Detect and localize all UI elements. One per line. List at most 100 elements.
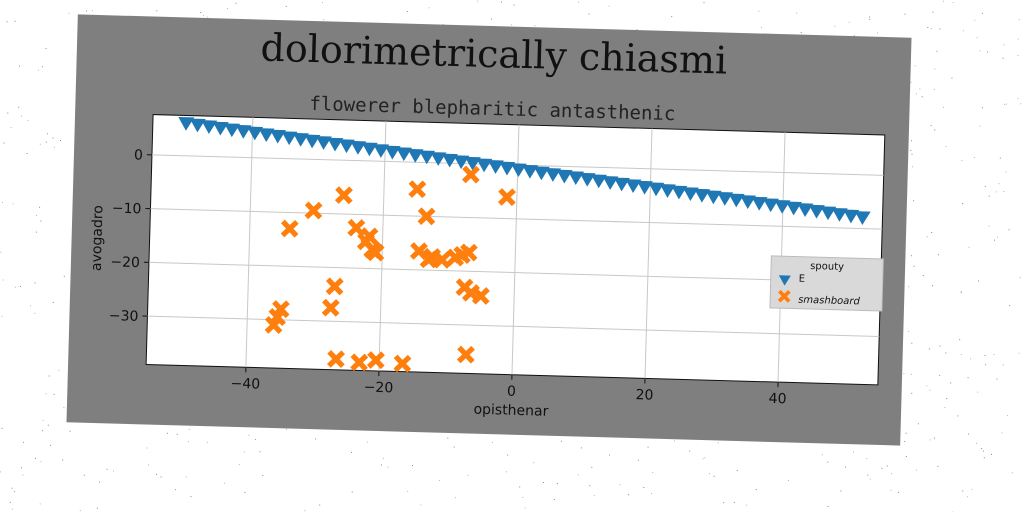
series-1-point <box>366 243 385 262</box>
series-0-point <box>694 188 711 203</box>
series-0-point <box>762 198 779 213</box>
series-0-point <box>292 132 309 147</box>
legend-label-1: smashboard <box>798 295 861 308</box>
series-1-point <box>350 353 369 372</box>
series-0-point <box>235 124 252 139</box>
series-1-point <box>271 300 290 319</box>
series-0-point <box>270 129 287 144</box>
series-0-point <box>533 166 550 181</box>
x-tick-label: 0 <box>507 384 516 400</box>
y-tick-label: 0 <box>134 147 143 163</box>
series-0-point <box>476 158 493 173</box>
legend-marker-0 <box>778 275 791 286</box>
legend-label-0: E <box>799 274 806 285</box>
series-0-point <box>740 195 757 209</box>
plot-svg: −40 −20 0 20 40 0 −10 −20 −30 opisthenar avogadr… <box>89 114 886 420</box>
x-tick-label: −40 <box>230 376 260 393</box>
series-0-point <box>751 196 768 211</box>
series-1-point <box>304 201 323 220</box>
series-1-point <box>334 186 353 205</box>
series-0-point <box>659 183 676 198</box>
series-0-point <box>407 148 424 163</box>
y-tick-label: −10 <box>112 201 142 218</box>
series-0-point <box>441 153 458 168</box>
series-1-point <box>432 250 451 269</box>
series-1-point <box>393 354 412 373</box>
series-markers <box>178 116 871 373</box>
series-0-point <box>304 134 321 149</box>
series-1-point <box>456 345 475 364</box>
x-tick-label: 20 <box>635 387 653 403</box>
x-tick-label: −20 <box>363 380 393 397</box>
series-0-point <box>774 199 791 214</box>
series-1-point <box>497 188 516 207</box>
series-0-point <box>854 211 871 225</box>
y-tick-label: −20 <box>110 254 140 271</box>
series-0-point <box>247 126 264 141</box>
series-0-point <box>625 179 642 194</box>
y-grid-line <box>150 208 883 230</box>
series-1-point <box>326 350 345 369</box>
legend-box <box>769 255 884 312</box>
series-0-point <box>373 144 390 158</box>
series-0-point <box>258 128 275 142</box>
series-0-point <box>568 171 585 186</box>
series-0-point <box>464 156 481 171</box>
series-0-point <box>419 150 436 165</box>
series-0-point <box>671 185 688 200</box>
series-0-point <box>545 168 562 182</box>
series-1-point <box>321 298 340 317</box>
series-0-point <box>201 120 218 134</box>
y-axis-label: avogadro <box>89 205 107 271</box>
series-0-point <box>178 116 195 131</box>
series-0-point <box>613 177 630 192</box>
series-0-point <box>705 190 722 205</box>
series-0-point <box>648 182 665 197</box>
series-0-point <box>361 142 378 157</box>
series-0-point <box>487 160 504 174</box>
series-0-point <box>808 204 825 219</box>
series-0-point <box>820 206 837 221</box>
series-0-point <box>224 123 241 138</box>
series-0-point <box>831 207 848 222</box>
series-0-point <box>591 174 608 189</box>
series-0-point <box>797 203 814 217</box>
series-0-point <box>327 137 344 152</box>
x-grid-line <box>245 117 254 368</box>
series-0-point <box>350 140 367 155</box>
chart-figure: dolorimetrically chiasmi flowerer blepha… <box>66 14 912 446</box>
series-0-point <box>499 161 516 176</box>
series-0-point <box>430 152 447 166</box>
series-0-point <box>315 136 332 150</box>
series-1-point <box>459 243 478 262</box>
y-tick-label: −30 <box>109 308 139 325</box>
series-0-point <box>510 163 527 178</box>
series-0-point <box>682 187 699 202</box>
axis-ticks: −40 −20 0 20 40 0 −10 −20 −30 <box>109 147 787 407</box>
x-grid-line <box>644 128 653 379</box>
series-0-point <box>579 172 596 187</box>
series-0-point <box>556 169 573 184</box>
series-0-point <box>728 193 745 208</box>
series-0-point <box>602 176 619 190</box>
x-axis-label: opisthenar <box>473 402 548 420</box>
series-1-point <box>417 207 436 226</box>
series-0-point <box>785 201 802 216</box>
series-0-point <box>717 191 734 206</box>
series-1-point <box>360 227 379 246</box>
series-0-point <box>189 118 206 133</box>
series-1-point <box>325 277 344 296</box>
series-0-point <box>522 164 539 179</box>
series-1-point <box>280 219 299 238</box>
x-tick-label: 40 <box>768 391 786 407</box>
series-1-point <box>347 218 366 237</box>
series-0-point <box>636 180 653 195</box>
series-1-point <box>471 286 490 305</box>
series-0-point <box>338 139 355 154</box>
series-0-point <box>384 145 401 160</box>
series-1-point <box>461 165 480 184</box>
series-0-point <box>281 131 298 146</box>
series-0-point <box>396 147 413 162</box>
